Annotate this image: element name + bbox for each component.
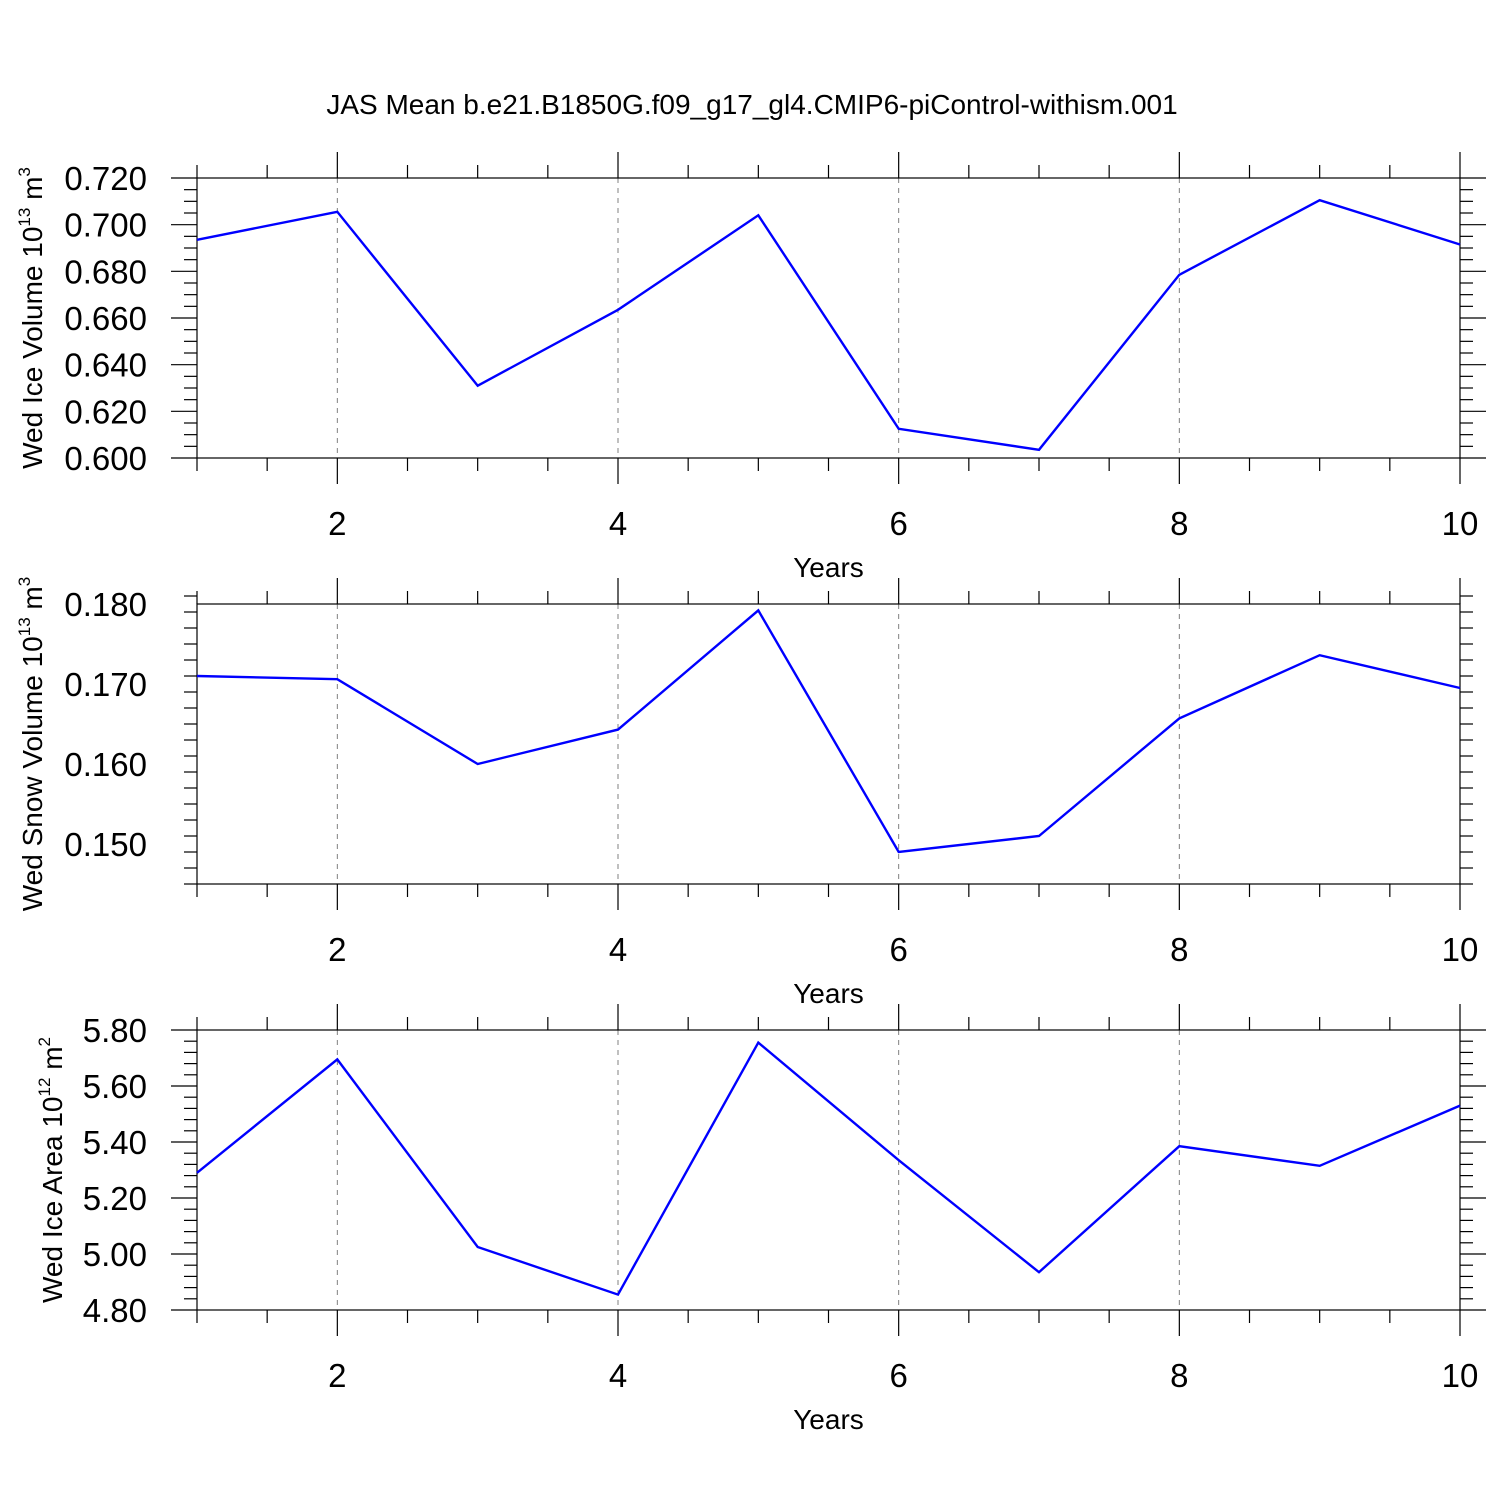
y-tick-label: 4.80 [83, 1292, 147, 1329]
x-tick-label: 8 [1170, 505, 1188, 542]
x-tick-label: 8 [1170, 931, 1188, 968]
x-tick-label: 10 [1442, 931, 1479, 968]
x-tick-label: 4 [609, 505, 627, 542]
y-axis-title-exponent: 13 [15, 617, 34, 636]
x-tick-label: 6 [889, 1357, 907, 1394]
y-tick-label: 5.00 [83, 1236, 147, 1273]
y-tick-label: 0.680 [64, 253, 147, 290]
x-tick-label: 8 [1170, 1357, 1188, 1394]
chart-panel-1: 2 4 6 8 10 Years 0.600 0.620 0.640 0.660 0.680 0.70… [15, 152, 1486, 583]
series-line [196, 608, 1461, 854]
y-tick-label: 5.20 [83, 1180, 147, 1217]
y-axis-title-unit: m [17, 177, 48, 208]
y-tick-label: 0.180 [64, 586, 147, 623]
y-axis-title-unit: m [17, 586, 48, 617]
y-tick-label: 0.160 [64, 746, 147, 783]
panels: 2 4 6 8 10 Years 0.600 0.620 0.640 0.660 0.680 0.70… [15, 152, 1486, 1435]
y-tick-label: 0.620 [64, 393, 147, 430]
chart-panel-3: 2 4 6 8 10 Years 4.80 5.00 5.20 5.40 5.60 5.80 Wed I… [35, 1004, 1486, 1435]
y-tick-label: 0.600 [64, 440, 147, 477]
x-tick-label: 4 [609, 1357, 627, 1394]
y-tick-label: 0.150 [64, 826, 147, 863]
y-tick-label: 5.80 [83, 1012, 147, 1049]
x-axis-title: Years [793, 1404, 864, 1435]
y-axis-title-unit-exponent: 3 [15, 577, 34, 586]
series-line [196, 198, 1461, 452]
y-axis-title-main: Wed Ice Area 10 [37, 1097, 68, 1304]
y-axis-title: Wed Snow Volume 1013 m3 [15, 577, 48, 911]
x-tick-label: 10 [1442, 1357, 1479, 1394]
x-tick-label: 2 [328, 505, 346, 542]
y-tick-label: 5.40 [83, 1124, 147, 1161]
x-axis-title: Years [793, 552, 864, 583]
y-tick-label: 0.640 [64, 347, 147, 384]
figure-title: JAS Mean b.e21.B1850G.f09_g17_gl4.CMIP6-… [326, 89, 1177, 120]
y-tick-label: 0.660 [64, 300, 147, 337]
y-axis-title-exponent: 12 [35, 1078, 54, 1097]
y-axis-title-unit-exponent: 3 [15, 167, 34, 176]
y-axis-title-main: Wed Ice Volume 10 [17, 227, 48, 469]
x-tick-label: 6 [889, 505, 907, 542]
y-axis-title-main: Wed Snow Volume 10 [17, 636, 48, 911]
y-tick-label: 5.60 [83, 1068, 147, 1105]
x-tick-label: 6 [889, 931, 907, 968]
y-axis-title: Wed Ice Area 1012 m2 [35, 1037, 68, 1303]
y-tick-label: 0.720 [64, 160, 147, 197]
x-tick-label: 10 [1442, 505, 1479, 542]
chart-panel-2: 2 4 6 8 10 Years 0.150 0.160 0.170 0.180 Wed Snow … [15, 577, 1478, 1009]
y-axis-title: Wed Ice Volume 1013 m3 [15, 167, 48, 469]
x-tick-label: 2 [328, 931, 346, 968]
series-line [196, 1040, 1461, 1297]
y-axis-title-unit: m [37, 1046, 68, 1077]
x-tick-label: 2 [328, 1357, 346, 1394]
y-axis-title-exponent: 13 [15, 208, 34, 227]
x-axis-title: Years [793, 978, 864, 1009]
y-axis-title-unit-exponent: 2 [35, 1037, 54, 1046]
y-tick-label: 0.170 [64, 666, 147, 703]
y-tick-label: 0.700 [64, 207, 147, 244]
x-tick-label: 4 [609, 931, 627, 968]
